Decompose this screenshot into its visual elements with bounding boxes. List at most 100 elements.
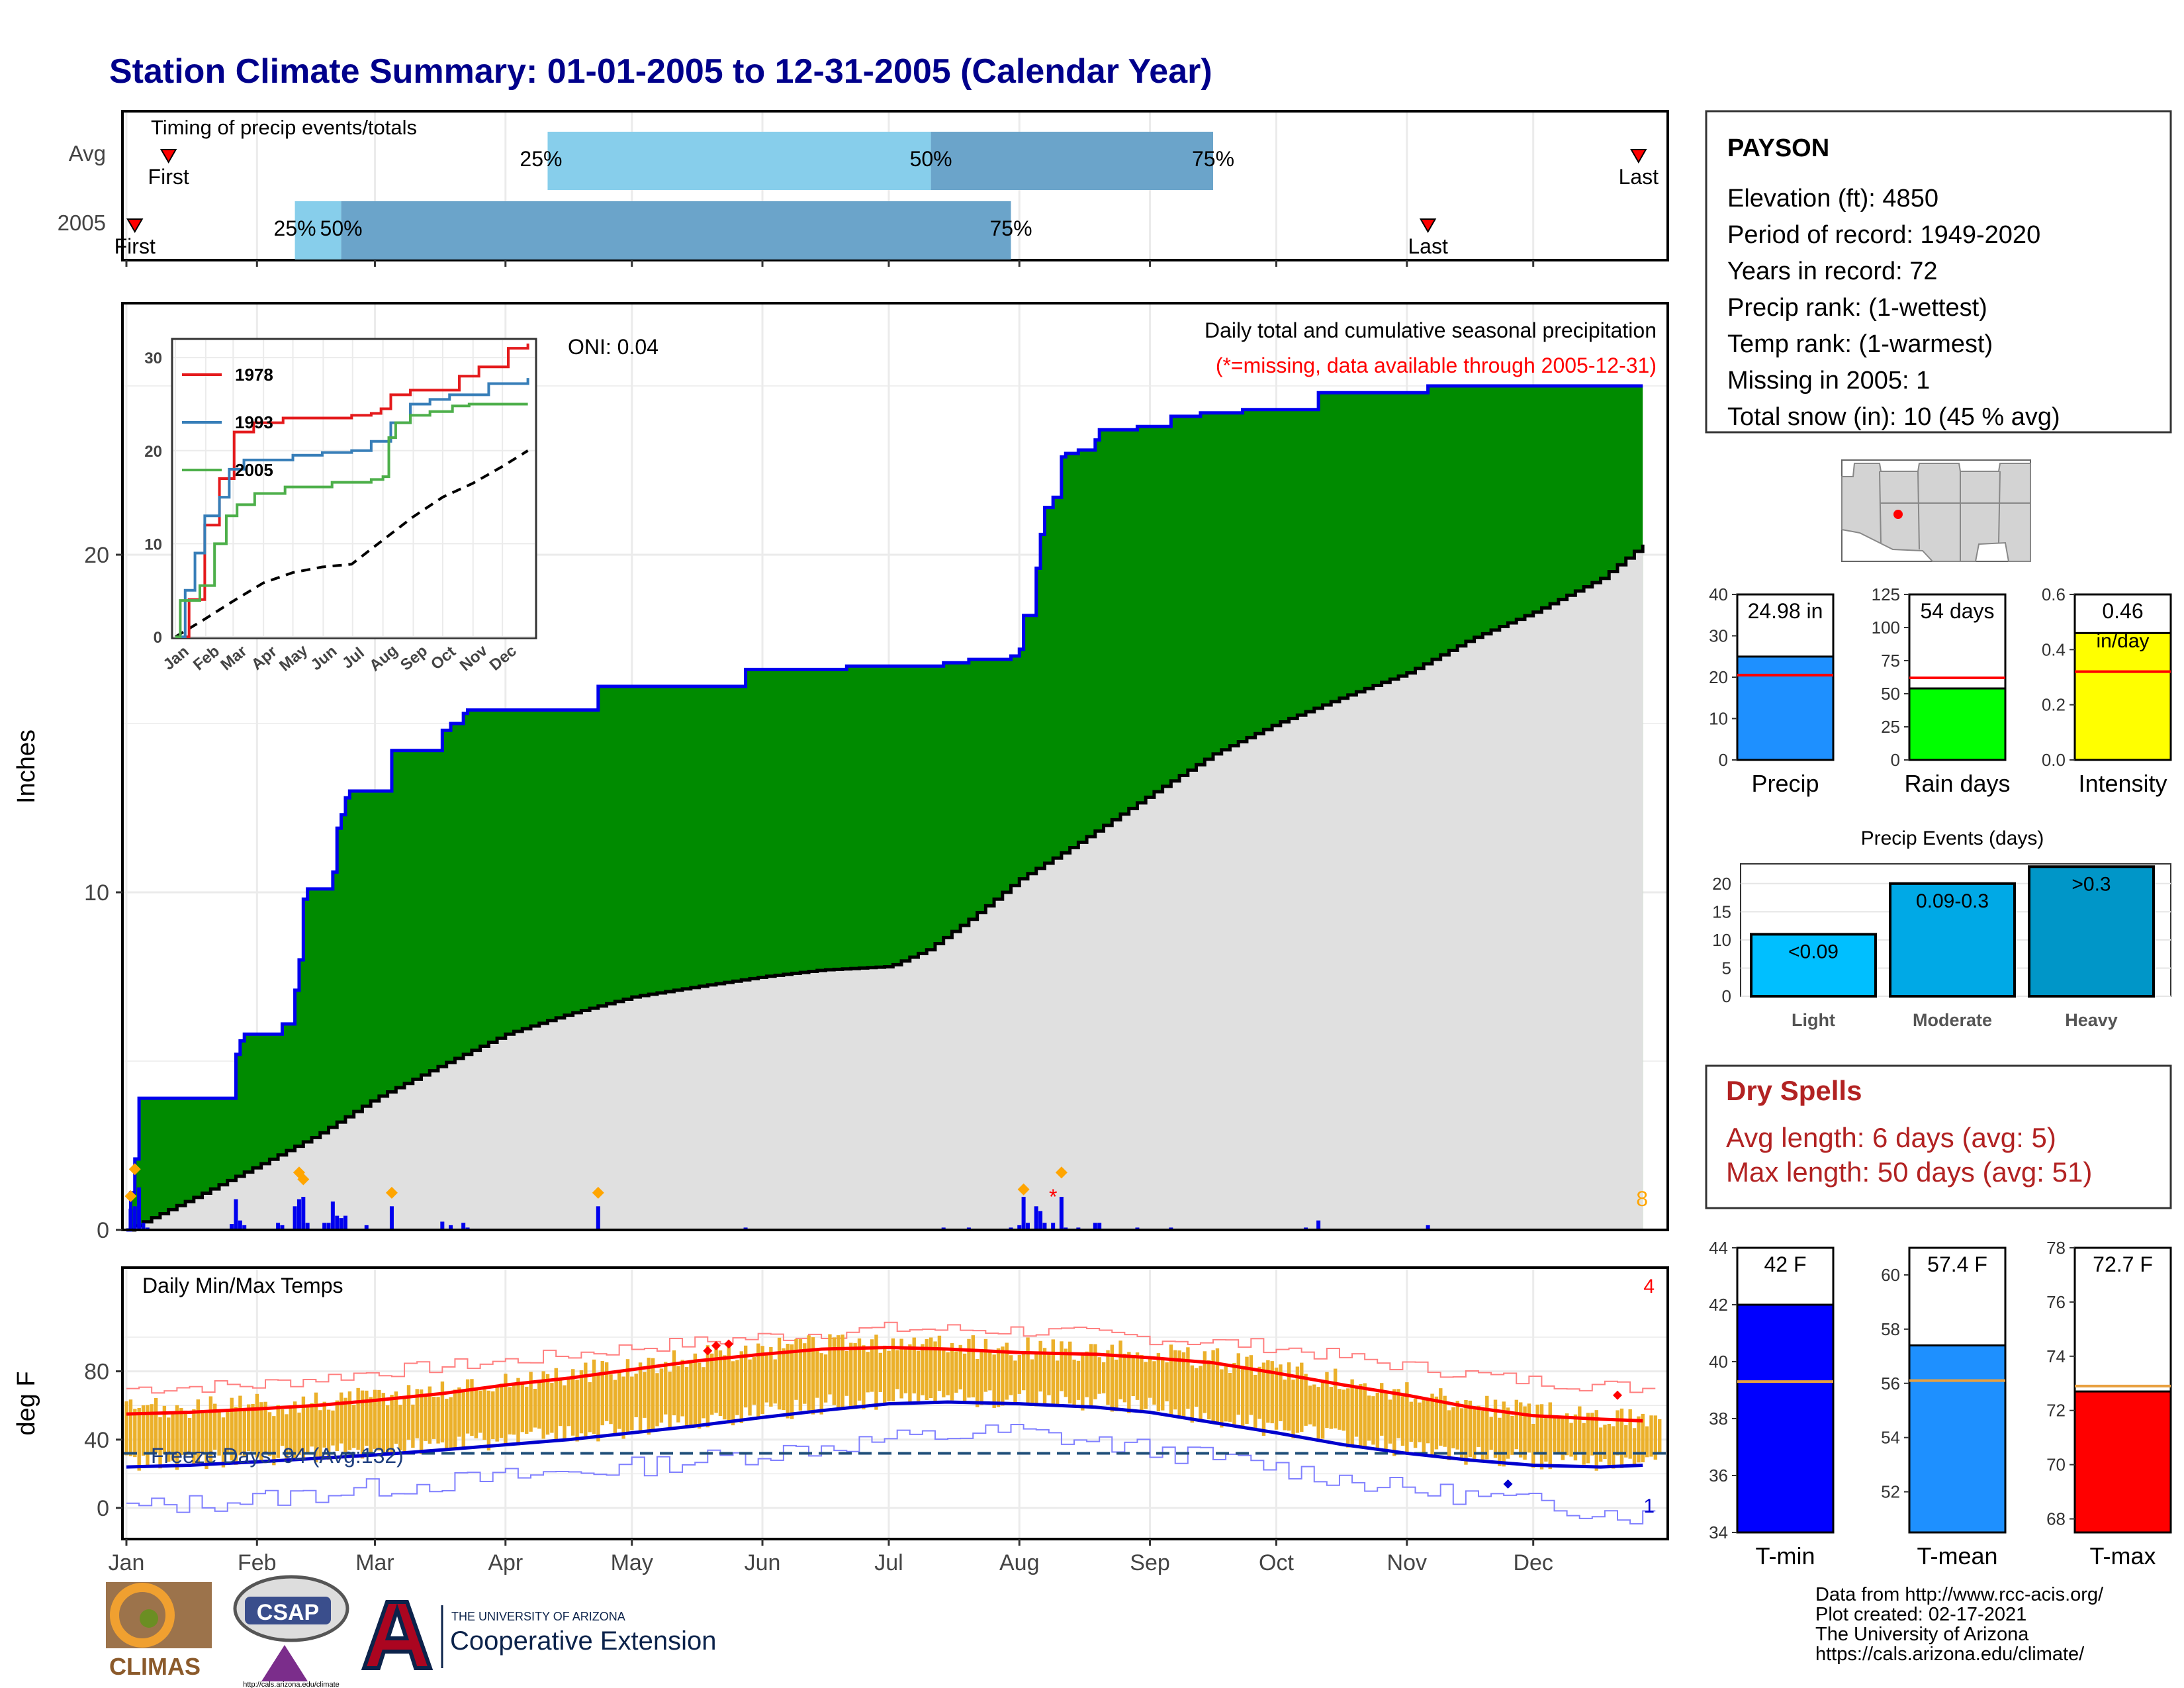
temp-range-bar: [1413, 1398, 1418, 1448]
timing-q75-label: 75%: [1192, 147, 1234, 171]
precip-annotation-title: Daily total and cumulative seasonal prec…: [1205, 318, 1657, 342]
temp-range-bar: [1455, 1401, 1459, 1450]
temp-range-bar: [230, 1397, 234, 1461]
temp-range-bar: [1405, 1382, 1409, 1454]
temp-range-bar: [743, 1345, 748, 1408]
temp-range-bar: [1173, 1350, 1177, 1410]
summary-tick-label: 68: [2046, 1509, 2066, 1529]
temp-bottom-count: 1: [1643, 1495, 1655, 1517]
temp-range-bar: [432, 1396, 436, 1439]
extreme-precip-marker: [1055, 1166, 1068, 1179]
temp-range-bar: [1552, 1418, 1557, 1452]
footer-line-1: Data from http://www.rcc-acis.org/: [1815, 1584, 2104, 1605]
temp-range-bar: [1038, 1340, 1042, 1392]
temp-range-bar: [356, 1387, 360, 1450]
temp-range-bar: [1430, 1393, 1434, 1456]
temp-range-bar: [1122, 1354, 1127, 1403]
temp-range-bar: [339, 1392, 343, 1444]
temp-range-bar: [903, 1348, 908, 1393]
temp-range-bar: [1359, 1384, 1363, 1448]
temp-range-bar: [693, 1353, 697, 1426]
temp-range-bar: [819, 1353, 823, 1415]
temp-range-bar: [1598, 1427, 1603, 1462]
temp-range-bar: [141, 1405, 146, 1456]
temp-range-bar: [1211, 1350, 1215, 1422]
temp-range-bar: [996, 1348, 1001, 1407]
temp-range-bar: [1026, 1337, 1030, 1403]
temp-range-bar: [634, 1374, 638, 1417]
timing-bar-q25-q50: [547, 132, 931, 190]
precip-y-tick-label: 20: [84, 543, 109, 568]
precip-y-axis: 0 10 20: [84, 543, 122, 1243]
temp-range-bar: [1287, 1362, 1291, 1431]
temp-range-bar: [1569, 1423, 1573, 1457]
temp-range-bar: [609, 1374, 613, 1425]
temp-range-bar: [1207, 1360, 1211, 1420]
record-low-line: [126, 1424, 1656, 1524]
footer-line-4: https://cals.arizona.edu/climate/: [1815, 1644, 2085, 1665]
summary-tick-label: 44: [1709, 1238, 1728, 1258]
summary-temp-bars: 34 36 38 40 42 44 42 F T-min 52 54 56 58 60 57.4 F T-m…: [1709, 1238, 2172, 1570]
temp-range-bar: [735, 1360, 739, 1415]
temp-range-bar: [411, 1404, 415, 1448]
temp-range-bar: [676, 1366, 680, 1423]
temp-range-bar: [424, 1396, 428, 1441]
temp-range-bar: [1325, 1372, 1329, 1429]
temp-range-bar: [988, 1351, 992, 1391]
temp-range-bar: [1371, 1396, 1375, 1445]
summary-value-label: 42 F: [1764, 1252, 1806, 1276]
summary-tick-label: 42: [1709, 1295, 1728, 1315]
temp-range-bar: [613, 1380, 617, 1435]
temp-range-bar: [1565, 1413, 1569, 1456]
summary-tick-label: 52: [1881, 1482, 1900, 1502]
station-line-3: Years in record: 72: [1727, 258, 1938, 285]
summary-tick-label: 25: [1881, 717, 1900, 737]
temp-range-bar: [1055, 1360, 1060, 1407]
temp-range-bar: [723, 1355, 727, 1420]
temp-y-tick-label: 40: [84, 1428, 109, 1453]
daily-precip-bar: [280, 1225, 285, 1230]
temp-range-bar: [1127, 1352, 1131, 1413]
temp-range-bar: [343, 1397, 347, 1452]
daily-precip-bar: [276, 1223, 281, 1230]
temp-range-bar: [1177, 1350, 1181, 1417]
temp-range-bar: [946, 1352, 950, 1395]
temp-range-bar: [1001, 1346, 1005, 1406]
temp-range-bar: [1266, 1360, 1270, 1423]
temp-range-bar: [133, 1409, 137, 1458]
temp-range-bar: [385, 1405, 390, 1456]
temp-range-bar: [246, 1404, 251, 1452]
temp-range-bar: [862, 1345, 866, 1410]
temp-range-bar: [1274, 1367, 1279, 1430]
temp-range-bar: [710, 1353, 714, 1415]
temp-y-tick-label: 0: [97, 1496, 109, 1521]
temp-range-bar: [832, 1337, 837, 1405]
temp-range-bar: [554, 1368, 558, 1440]
temp-range-bar: [495, 1386, 499, 1442]
temp-range-bar: [1434, 1396, 1439, 1450]
temp-range-bar: [537, 1380, 541, 1429]
month-label: Mar: [355, 1550, 394, 1575]
timing-bar-q50-q75: [931, 132, 1214, 190]
temp-range-bar: [689, 1362, 693, 1427]
temp-range-bar: [1190, 1365, 1194, 1423]
missing-marker: *: [1049, 1185, 1057, 1209]
temp-range-bar: [1590, 1413, 1594, 1456]
summary-label: T-mean: [1917, 1542, 1997, 1570]
summary-value-label: 24.98 in: [1748, 599, 1823, 623]
last-event-marker: [1419, 218, 1437, 233]
daily-precip-bar: [364, 1225, 369, 1230]
station-line-5: Temp rank: (1-warmest): [1727, 330, 1993, 358]
temp-range-bar: [1064, 1348, 1068, 1397]
event-bar-moderate: [1889, 882, 2016, 998]
temp-range-bar: [760, 1346, 764, 1414]
temp-range-bar: [1350, 1379, 1354, 1445]
summary-label: Rain days: [1904, 770, 2010, 797]
events-tick-label: 0: [1722, 986, 1731, 1006]
ua-line2: Cooperative Extension: [450, 1626, 716, 1656]
summary-value-bar: [1736, 1303, 1835, 1534]
summary-tick-label: 72: [2046, 1401, 2066, 1421]
temp-range-bar: [162, 1405, 167, 1454]
temp-range-bar: [390, 1395, 394, 1456]
